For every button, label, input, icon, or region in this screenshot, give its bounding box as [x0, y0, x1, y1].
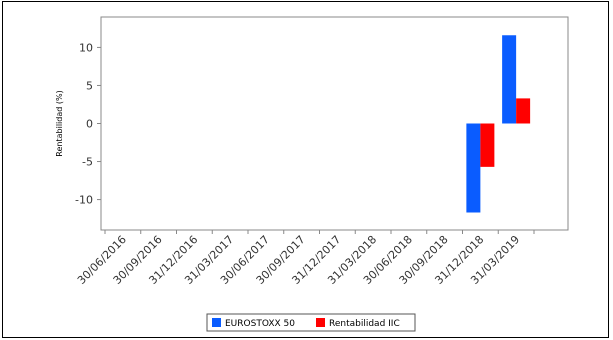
y-axis-label: Rentabilidad (%) — [55, 90, 64, 156]
y-tick-label: 10 — [79, 41, 93, 54]
legend-label-eurostoxx: EUROSTOXX 50 — [225, 319, 295, 329]
y-tick-label: 5 — [86, 79, 93, 92]
y-tick-label: -10 — [75, 194, 93, 207]
y-tick-label: 0 — [86, 118, 93, 131]
plot-area — [100, 16, 569, 231]
bars-group — [466, 35, 531, 213]
legend-box — [206, 313, 416, 332]
legend-swatch-rentabilidad-iic — [316, 318, 325, 327]
bar — [466, 123, 481, 213]
legend-label-rentabilidad-iic: Rentabilidad IIC — [329, 319, 400, 329]
bar — [502, 35, 517, 124]
y-tick-label: -5 — [82, 156, 93, 169]
x-axis-ticks: 30/06/201630/09/201631/12/201631/03/2017… — [75, 230, 535, 287]
legend: EUROSTOXX 50 Rentabilidad IIC — [206, 313, 416, 332]
bar — [516, 98, 531, 124]
plot-area-group — [100, 16, 569, 231]
legend-swatch-eurostoxx — [212, 318, 221, 327]
y-axis-ticks: 10 5 0 -5 -10 — [75, 41, 101, 207]
bar — [480, 123, 495, 167]
